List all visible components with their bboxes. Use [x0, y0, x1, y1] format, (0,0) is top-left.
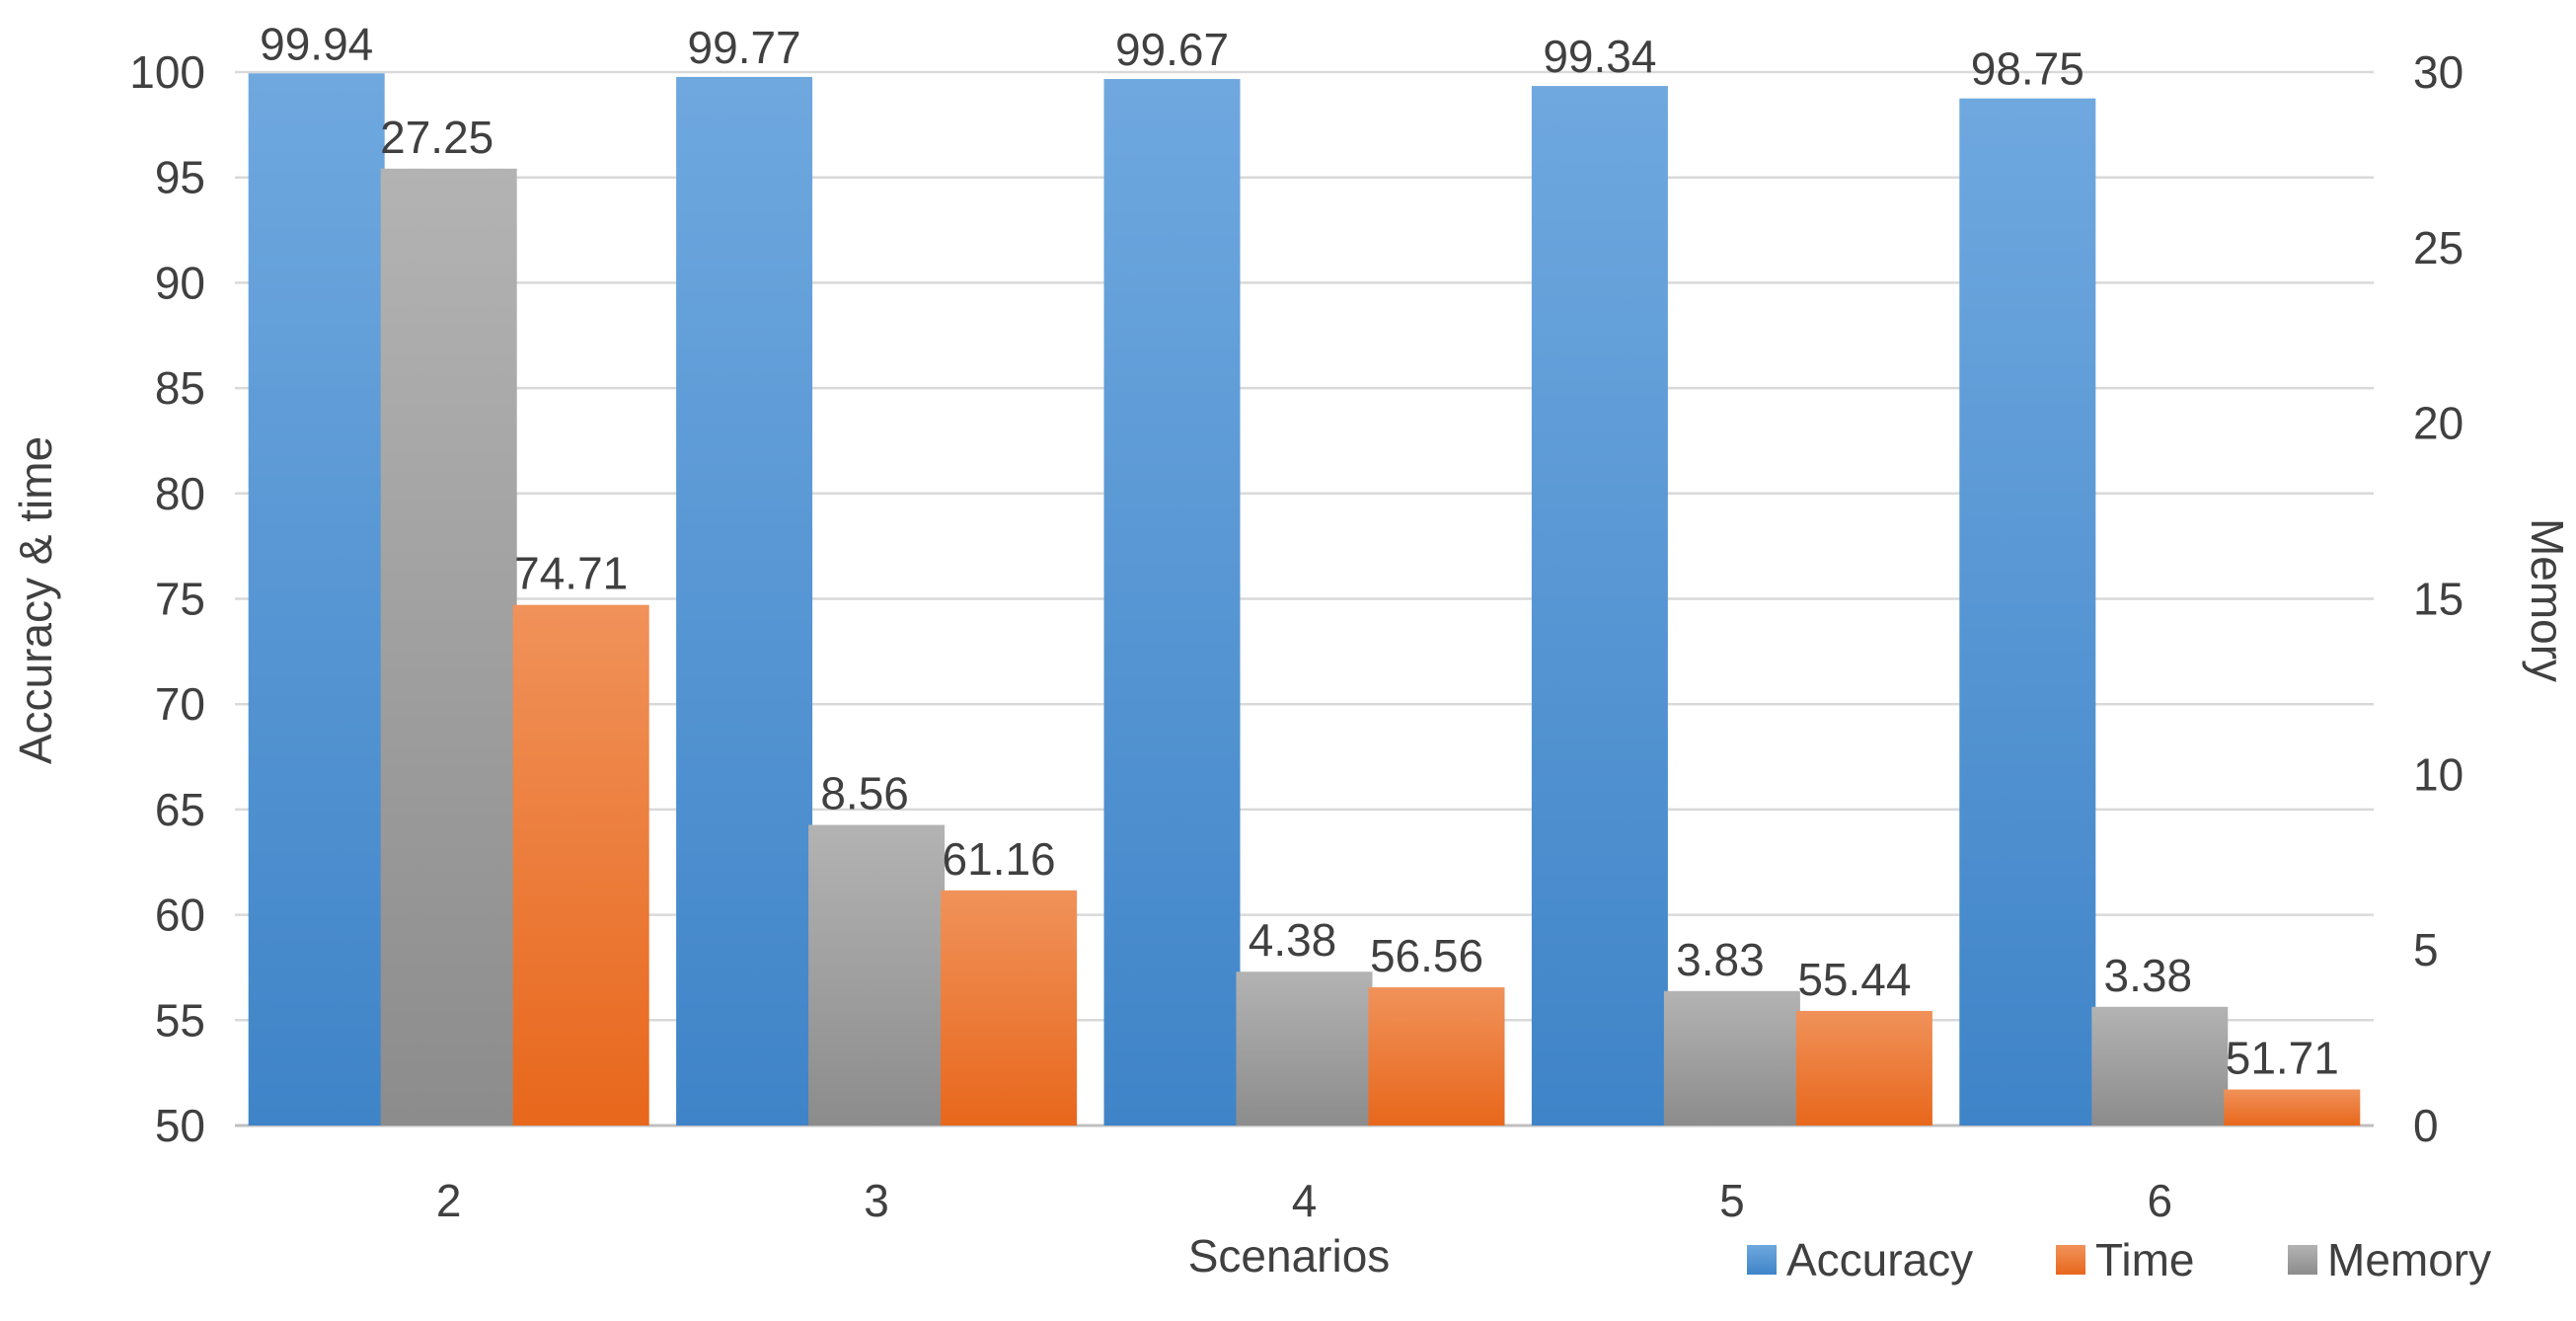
- accuracy-bar: [676, 76, 813, 1126]
- time-bar: [2224, 1089, 2361, 1126]
- y-tick-label: 50: [155, 1100, 205, 1151]
- y-tick-label: 90: [155, 257, 205, 308]
- y-tick-label: 65: [155, 784, 205, 835]
- time-bar: [1795, 1010, 1932, 1126]
- x-tick-label: 2: [436, 1175, 462, 1226]
- accuracy-data-label: 99.77: [688, 22, 801, 73]
- legend: Accuracy Time Memory: [1747, 1234, 2491, 1285]
- memory-bar: [808, 824, 946, 1126]
- y-tick-label: 100: [129, 46, 205, 98]
- right-axis-ticks: 0 5 10 15 20 25 30: [2413, 46, 2463, 1151]
- left-axis-ticks: 50 55 60 65 70 75 80 85 90 95 100: [129, 46, 205, 1151]
- time-legend-swatch: [2056, 1245, 2085, 1275]
- time-data-label: 56.56: [1370, 930, 1483, 981]
- accuracy-data-label: 99.94: [260, 18, 373, 69]
- bars: [248, 73, 2361, 1127]
- time-data-label: 51.71: [2226, 1033, 2339, 1084]
- accuracy-bar: [1103, 79, 1241, 1126]
- time-bar: [512, 604, 649, 1126]
- x-axis-ticks: 2 3 4 5 6: [436, 1175, 2172, 1226]
- y-tick-label: 60: [155, 890, 205, 941]
- y-tick-label: 85: [155, 362, 205, 414]
- memory-data-label: 8.56: [820, 768, 909, 819]
- memory-data-label: 3.38: [2104, 950, 2193, 1001]
- y-tick-label: 55: [155, 994, 205, 1046]
- memory-bar: [1663, 990, 1800, 1126]
- time-bar: [1368, 987, 1505, 1126]
- time-bar: [941, 890, 1078, 1126]
- accuracy-data-label: 98.75: [1971, 43, 2084, 95]
- accuracy-data-label: 99.34: [1543, 31, 1656, 82]
- accuracy-bar: [248, 73, 385, 1127]
- y-tick-label: 75: [155, 574, 205, 625]
- y2-tick-label: 15: [2413, 574, 2463, 625]
- y2-tick-label: 20: [2413, 398, 2463, 449]
- y2-tick-label: 0: [2413, 1100, 2439, 1151]
- x-axis-title: Scenarios: [1188, 1230, 1391, 1282]
- y2-tick-label: 10: [2413, 748, 2463, 800]
- memory-data-label: 27.25: [380, 112, 493, 163]
- accuracy-legend-label: Accuracy: [1786, 1234, 1973, 1285]
- memory-data-label: 4.38: [1249, 914, 1337, 966]
- accuracy-bar: [1531, 86, 1668, 1127]
- y2-tick-label: 30: [2413, 46, 2463, 98]
- memory-bar: [1236, 971, 1373, 1126]
- time-data-label: 61.16: [943, 833, 1056, 885]
- memory-bar: [380, 168, 517, 1126]
- x-tick-label: 4: [1292, 1175, 1318, 1226]
- x-tick-label: 6: [2148, 1175, 2173, 1226]
- y2-axis-title: Memory: [2522, 518, 2573, 682]
- y-axis-title: Accuracy & time: [10, 436, 61, 764]
- y-tick-label: 95: [155, 152, 205, 203]
- accuracy-bar: [1959, 98, 2096, 1126]
- memory-legend-label: Memory: [2327, 1234, 2491, 1285]
- accuracy-legend-swatch: [1747, 1245, 1777, 1275]
- time-legend-label: Time: [2095, 1234, 2195, 1285]
- memory-legend-swatch: [2288, 1245, 2317, 1275]
- y-tick-label: 80: [155, 468, 205, 519]
- time-data-label: 74.71: [514, 548, 628, 599]
- y2-tick-label: 5: [2413, 924, 2439, 975]
- memory-bar: [2091, 1006, 2229, 1126]
- x-tick-label: 3: [864, 1175, 889, 1226]
- y-tick-label: 70: [155, 678, 205, 730]
- x-tick-label: 5: [1719, 1175, 1745, 1226]
- memory-data-label: 3.83: [1676, 934, 1765, 985]
- y2-tick-label: 25: [2413, 222, 2463, 273]
- time-data-label: 55.44: [1797, 954, 1911, 1005]
- accuracy-data-label: 99.67: [1115, 24, 1229, 75]
